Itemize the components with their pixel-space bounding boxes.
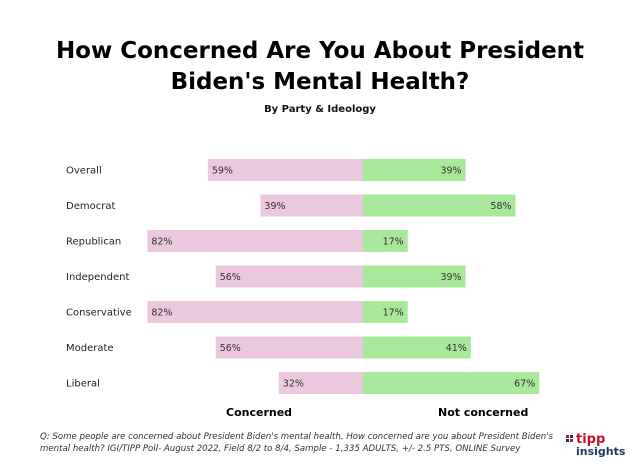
bar-not-concerned [363,336,471,359]
bar-concerned [207,159,363,181]
chart-title-line-2: Biden's Mental Health? [170,69,470,95]
logo-text-insights: insights [576,445,626,458]
category-label: Moderate [66,343,114,354]
category-label: Overall [66,166,102,177]
value-label-not-concerned: 39% [440,272,461,283]
tipp-insights-logo: tipp insights [566,432,628,460]
logo-text-tipp: tipp [576,432,606,447]
value-label-not-concerned: 39% [440,166,461,177]
bar-concerned [260,194,363,217]
value-label-concerned: 56% [220,343,241,354]
value-label-not-concerned: 17% [383,308,404,319]
legend-concerned: Concerned [226,406,293,419]
value-label-concerned: 59% [212,166,233,177]
value-label-concerned: 82% [151,308,172,319]
category-label: Democrat [66,201,115,212]
chart-title: How Concerned Are You About President Bi… [0,36,640,98]
legend-not-concerned: Not concerned [438,406,529,419]
bar-not-concerned [363,301,408,323]
survey-footnote: Q: Some people are concerned about Presi… [40,432,554,454]
bar-concerned [278,372,363,394]
value-label-not-concerned: 17% [383,237,404,248]
chart-title-line-1: How Concerned Are You About President [55,38,585,64]
value-label-not-concerned: 41% [446,343,467,354]
logo-mark-icon [566,435,573,442]
category-label: Republican [66,237,121,248]
category-label: Liberal [66,379,100,390]
bar-concerned [147,230,363,252]
category-label: Independent [66,272,129,283]
bar-not-concerned [363,230,408,252]
value-label-concerned: 39% [264,201,285,212]
value-label-not-concerned: 67% [514,379,535,390]
bar-concerned [147,301,363,323]
chart-subtitle: By Party & Ideology [264,104,376,115]
value-label-concerned: 32% [283,379,304,390]
bar-not-concerned [363,372,540,394]
bar-not-concerned [363,194,516,217]
category-label: Conservative [66,308,132,319]
value-label-concerned: 56% [220,272,241,283]
bar-concerned [215,265,363,288]
bar-not-concerned [363,159,466,181]
bar-concerned [215,336,363,359]
value-label-concerned: 82% [151,237,172,248]
bar-not-concerned [363,265,466,288]
value-label-not-concerned: 58% [490,201,511,212]
